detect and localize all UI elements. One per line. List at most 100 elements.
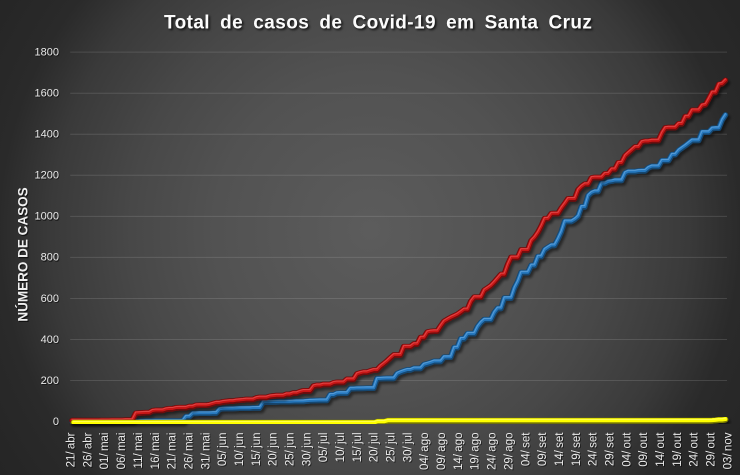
svg-text:04/ set: 04/ set — [521, 433, 533, 467]
svg-text:1000: 1000 — [35, 212, 59, 224]
svg-text:30/ jul: 30/ jul — [402, 433, 414, 463]
svg-text:1600: 1600 — [35, 89, 59, 101]
svg-text:200: 200 — [42, 376, 60, 388]
svg-text:29/ ago: 29/ ago — [503, 433, 515, 470]
svg-text:200: 200 — [41, 375, 59, 387]
svg-text:26/ abr: 26/ abr — [83, 433, 95, 468]
svg-text:10/ jul: 10/ jul — [335, 433, 347, 463]
svg-text:05/ jun: 05/ jun — [217, 433, 229, 467]
svg-text:26/ abr: 26/ abr — [82, 432, 94, 467]
svg-text:24/ out: 24/ out — [689, 432, 701, 467]
svg-text:1800: 1800 — [35, 47, 59, 59]
svg-text:14/ set: 14/ set — [555, 433, 567, 467]
svg-text:19/ set: 19/ set — [572, 433, 584, 467]
svg-text:04/ out: 04/ out — [622, 433, 634, 468]
svg-text:14/ ago: 14/ ago — [454, 434, 466, 471]
svg-text:29/ ago: 29/ ago — [504, 434, 516, 471]
svg-text:01/ mai: 01/ mai — [99, 433, 111, 470]
svg-text:14/ out: 14/ out — [656, 433, 668, 468]
svg-text:31/ mai: 31/ mai — [200, 433, 212, 470]
svg-text:15/ jun: 15/ jun — [252, 434, 264, 468]
svg-text:25/ jun: 25/ jun — [285, 433, 297, 467]
svg-text:10/ jun: 10/ jun — [235, 434, 247, 468]
svg-text:14/ set: 14/ set — [554, 432, 566, 466]
svg-text:16/ mai: 16/ mai — [150, 433, 162, 470]
svg-text:04/ ago: 04/ ago — [420, 434, 432, 471]
svg-text:14/ ago: 14/ ago — [453, 433, 465, 470]
svg-text:600: 600 — [41, 293, 59, 305]
svg-text:1200: 1200 — [35, 171, 59, 183]
svg-text:400: 400 — [42, 335, 60, 347]
svg-text:0: 0 — [54, 417, 60, 429]
svg-text:09/ ago: 09/ ago — [436, 433, 448, 470]
svg-text:26/ mai: 26/ mai — [184, 434, 196, 471]
svg-text:01/ mai: 01/ mai — [100, 434, 112, 471]
svg-text:600: 600 — [42, 294, 60, 306]
svg-text:05/ jun: 05/ jun — [218, 434, 230, 468]
svg-text:09/ set: 09/ set — [538, 433, 550, 467]
svg-text:21/ abr: 21/ abr — [67, 433, 79, 468]
svg-text:16/ mai: 16/ mai — [151, 434, 163, 471]
svg-text:19/ out: 19/ out — [673, 433, 685, 468]
svg-text:24/ ago: 24/ ago — [487, 432, 499, 469]
svg-text:15/ jul: 15/ jul — [352, 433, 364, 463]
svg-text:11/ mai: 11/ mai — [134, 434, 146, 470]
svg-text:29/ out: 29/ out — [707, 433, 719, 468]
svg-text:NÚMERO DE CASOS: NÚMERO DE CASOS — [17, 189, 32, 323]
svg-text:24/ set: 24/ set — [589, 433, 601, 467]
svg-text:25/ jul: 25/ jul — [387, 434, 399, 464]
svg-text:05/ jul: 05/ jul — [319, 434, 331, 464]
svg-text:21/ abr: 21/ abr — [66, 432, 78, 467]
svg-text:NÚMERO DE CASOS: NÚMERO DE CASOS — [15, 187, 30, 321]
svg-text:11/ mai: 11/ mai — [133, 433, 145, 469]
svg-text:19/ ago: 19/ ago — [470, 433, 482, 470]
svg-text:04/ set: 04/ set — [520, 432, 532, 466]
svg-text:400: 400 — [41, 334, 59, 346]
svg-text:25/ jun: 25/ jun — [286, 434, 298, 468]
svg-text:30/ jun: 30/ jun — [302, 434, 314, 468]
svg-text:09/ ago: 09/ ago — [437, 434, 449, 471]
svg-text:800: 800 — [42, 253, 60, 265]
svg-text:19/ out: 19/ out — [672, 432, 684, 467]
svg-text:29/ out: 29/ out — [706, 432, 718, 467]
svg-text:19/ set: 19/ set — [571, 432, 583, 466]
svg-text:1000: 1000 — [35, 211, 59, 223]
svg-text:Total de casos de Covid-19 em: Total de casos de Covid-19 em Santa Cruz — [164, 13, 592, 34]
svg-text:25/ jul: 25/ jul — [386, 433, 398, 463]
svg-text:14/ out: 14/ out — [655, 432, 667, 467]
svg-text:26/ mai: 26/ mai — [183, 433, 195, 470]
svg-text:29/ set: 29/ set — [606, 433, 618, 467]
svg-text:24/ ago: 24/ ago — [488, 433, 500, 470]
svg-text:21/ mai: 21/ mai — [167, 433, 179, 470]
svg-text:05/ jul: 05/ jul — [318, 433, 330, 463]
svg-text:30/ jun: 30/ jun — [301, 433, 313, 467]
svg-text:31/ mai: 31/ mai — [201, 434, 213, 471]
svg-text:24/ set: 24/ set — [588, 432, 600, 466]
svg-text:20/ jun: 20/ jun — [269, 434, 281, 468]
svg-text:19/ ago: 19/ ago — [471, 434, 483, 471]
svg-text:800: 800 — [41, 252, 59, 264]
svg-text:10/ jul: 10/ jul — [336, 434, 348, 464]
svg-text:09/ set: 09/ set — [537, 432, 549, 466]
svg-text:24/ out: 24/ out — [690, 433, 702, 468]
svg-text:1200: 1200 — [35, 170, 59, 182]
svg-text:0: 0 — [53, 416, 59, 428]
svg-text:06/ mai: 06/ mai — [116, 433, 128, 470]
svg-text:06/ mai: 06/ mai — [117, 434, 129, 471]
svg-text:04/ ago: 04/ ago — [419, 433, 431, 470]
svg-text:03/ nov: 03/ nov — [723, 433, 735, 470]
svg-text:09/ out: 09/ out — [638, 432, 650, 467]
svg-text:1400: 1400 — [35, 130, 59, 142]
svg-text:1400: 1400 — [35, 129, 59, 141]
svg-text:04/ out: 04/ out — [621, 432, 633, 467]
svg-text:20/ jun: 20/ jun — [268, 433, 280, 467]
svg-text:15/ jul: 15/ jul — [353, 434, 365, 464]
svg-text:10/ jun: 10/ jun — [234, 433, 246, 467]
svg-text:15/ jun: 15/ jun — [251, 433, 263, 467]
svg-text:09/ out: 09/ out — [639, 433, 651, 468]
svg-text:20/ jul: 20/ jul — [370, 434, 382, 464]
svg-text:1800: 1800 — [35, 48, 59, 60]
svg-text:1600: 1600 — [35, 88, 59, 100]
svg-text:30/ jul: 30/ jul — [403, 434, 415, 464]
svg-text:21/ mai: 21/ mai — [168, 434, 180, 471]
